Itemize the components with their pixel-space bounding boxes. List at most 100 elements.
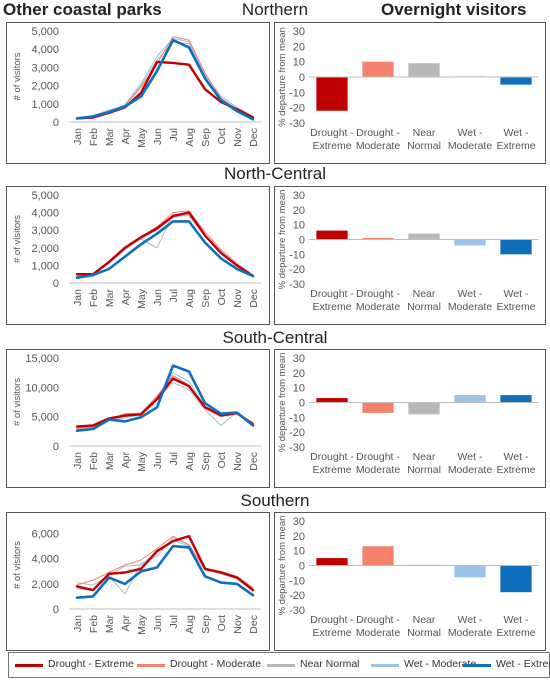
y-tick-label: 0 (299, 72, 305, 84)
series-line-drought-extreme (75, 60, 255, 120)
bar-wet-moderate (454, 239, 486, 246)
x-tick-label: Oct (216, 289, 228, 305)
x-category-label-line: Moderate (448, 140, 493, 152)
x-tick-label: Oct (216, 452, 228, 468)
y-axis-label: # of visitors (12, 378, 23, 426)
y-tick-label: 5,000 (31, 26, 59, 38)
x-category-label-line: Wet - (458, 288, 483, 300)
y-tick-label: -20 (289, 264, 305, 276)
y-axis-label: # of visitors (12, 541, 23, 589)
y-axis-label: # of visitors (12, 52, 23, 100)
x-category-label-line: Extreme (312, 301, 351, 313)
x-tick-label: Aug (184, 615, 196, 634)
y-tick-label: 0 (299, 235, 305, 247)
region-title: South-Central (222, 328, 328, 347)
line-panel-northern: 0 1,000 2,000 3,000 4,000 5,000 Jan Feb Mar Apr Ma… (6, 22, 270, 164)
bar-chart-north-central: 30 20 10 0 -10 -20 -30% departure from mean Dro… (277, 190, 539, 313)
series-line-drought-extreme (75, 534, 255, 592)
legend-label: Near Normal (300, 658, 360, 670)
x-category-label: Near Normal (407, 288, 441, 313)
bar-chart-southern: 30 20 10 0 -10 -20 -30% departure from mean Dro… (277, 516, 539, 639)
x-tick-label: Sep (200, 615, 212, 634)
bar-chart-south-central: 30 20 10 0 -10 -20 -30% departure from mean Dro… (277, 353, 539, 476)
y-tick-label: 2,000 (31, 579, 59, 591)
bar-drought-moderate (362, 402, 394, 413)
legend-label: Drought - Moderate (170, 658, 262, 670)
x-tick-label: Apr (120, 452, 132, 469)
x-category-label-line: Near (413, 288, 436, 300)
y-tick-label: 30 (293, 190, 305, 202)
x-tick-label: Mar (104, 615, 116, 634)
x-category-label-line: Normal (407, 301, 441, 313)
y-tick-label: -10 (289, 249, 305, 261)
bar-drought-extreme (316, 398, 348, 403)
x-tick-label: Aug (184, 289, 196, 308)
x-category-label: Drought -Extreme (310, 614, 354, 639)
x-category-label: Drought -Extreme (310, 288, 354, 313)
x-category-label-line: Moderate (448, 627, 493, 639)
y-tick-label: 30 (293, 26, 305, 38)
left-header: Other coastal parks (3, 0, 162, 19)
x-category-label: Wet -Extreme (496, 451, 535, 476)
y-tick-label: 10,000 (25, 382, 59, 394)
y-tick-label: 4,000 (31, 44, 59, 56)
y-axis-label: % departure from mean (277, 27, 288, 127)
y-tick-label: 30 (293, 353, 305, 365)
series-line-wet-extreme (75, 220, 255, 279)
y-tick-label: 0 (53, 441, 59, 453)
x-tick-label: Jan (72, 289, 84, 306)
y-tick-label: 10 (293, 57, 305, 69)
line-chart-southern: 0 2,000 4,000 6,000 Jan Feb Mar Apr May Jun Jul Aug… (12, 529, 261, 635)
y-tick-label: 5,000 (31, 190, 59, 202)
y-tick-label: -10 (289, 87, 305, 99)
y-tick-label: 3,000 (31, 225, 59, 237)
x-tick-label: Oct (216, 128, 228, 144)
x-tick-label: May (136, 288, 148, 309)
y-tick-label: 20 (293, 531, 305, 543)
y-tick-label: 2,000 (31, 243, 59, 255)
x-category-label: Near Normal (407, 451, 441, 476)
x-category-label-line: Drought - (310, 614, 354, 626)
y-tick-label: 1,000 (31, 99, 59, 111)
legend-swatch-near-normal (267, 664, 295, 667)
legend-swatch-drought-moderate (137, 664, 165, 667)
x-category-label: Wet -Extreme (496, 288, 535, 313)
bar-panel-north-central: 30 20 10 0 -10 -20 -30% departure from mean Dro… (274, 186, 546, 325)
x-tick-label: Jun (152, 128, 164, 145)
bar-wet-moderate (454, 565, 486, 578)
bar-drought-extreme (316, 230, 348, 240)
x-tick-label: Dec (248, 452, 260, 471)
y-tick-label: -10 (289, 575, 305, 587)
x-tick-label: Oct (216, 615, 228, 631)
x-category-label-line: Wet - (504, 614, 529, 626)
y-axis-label: % departure from mean (277, 190, 288, 290)
x-category-label-line: Moderate (356, 627, 401, 639)
legend-swatch-drought-extreme (15, 664, 43, 667)
line-panel-south-central: 0 5,000 10,000 15,000 Jan Feb Mar Apr May Jun Jul A… (6, 349, 270, 488)
line-panel-north-central: 0 1,000 2,000 3,000 4,000 5,000 Jan Feb Mar Apr Ma… (6, 186, 270, 325)
x-category-label-line: Moderate (356, 140, 401, 152)
x-category-label-line: Moderate (448, 464, 493, 476)
x-category-label-line: Extreme (312, 140, 351, 152)
x-category-label-line: Drought - (356, 127, 400, 139)
x-tick-label: Feb (88, 128, 100, 146)
y-tick-label: 2,000 (31, 81, 59, 93)
x-category-label: Drought -Extreme (310, 451, 354, 476)
bar-wet-extreme (500, 565, 532, 593)
y-tick-label: 3,000 (31, 62, 59, 74)
x-category-label-line: Drought - (356, 614, 400, 626)
y-tick-label: -30 (289, 279, 305, 291)
x-category-label: Wet -Extreme (496, 614, 535, 639)
y-tick-label: 0 (299, 398, 305, 410)
x-category-label-line: Normal (407, 140, 441, 152)
x-category-label-line: Drought - (310, 451, 354, 463)
x-tick-label: Feb (88, 615, 100, 633)
y-tick-label: -20 (289, 103, 305, 115)
x-category-label: Drought -Moderate (356, 451, 401, 476)
x-tick-label: Apr (120, 615, 132, 632)
x-tick-label: Aug (184, 452, 196, 471)
y-tick-label: -20 (289, 427, 305, 439)
x-tick-label: May (136, 451, 148, 472)
region-title: North-Central (223, 164, 327, 183)
x-category-label-line: Extreme (496, 464, 535, 476)
